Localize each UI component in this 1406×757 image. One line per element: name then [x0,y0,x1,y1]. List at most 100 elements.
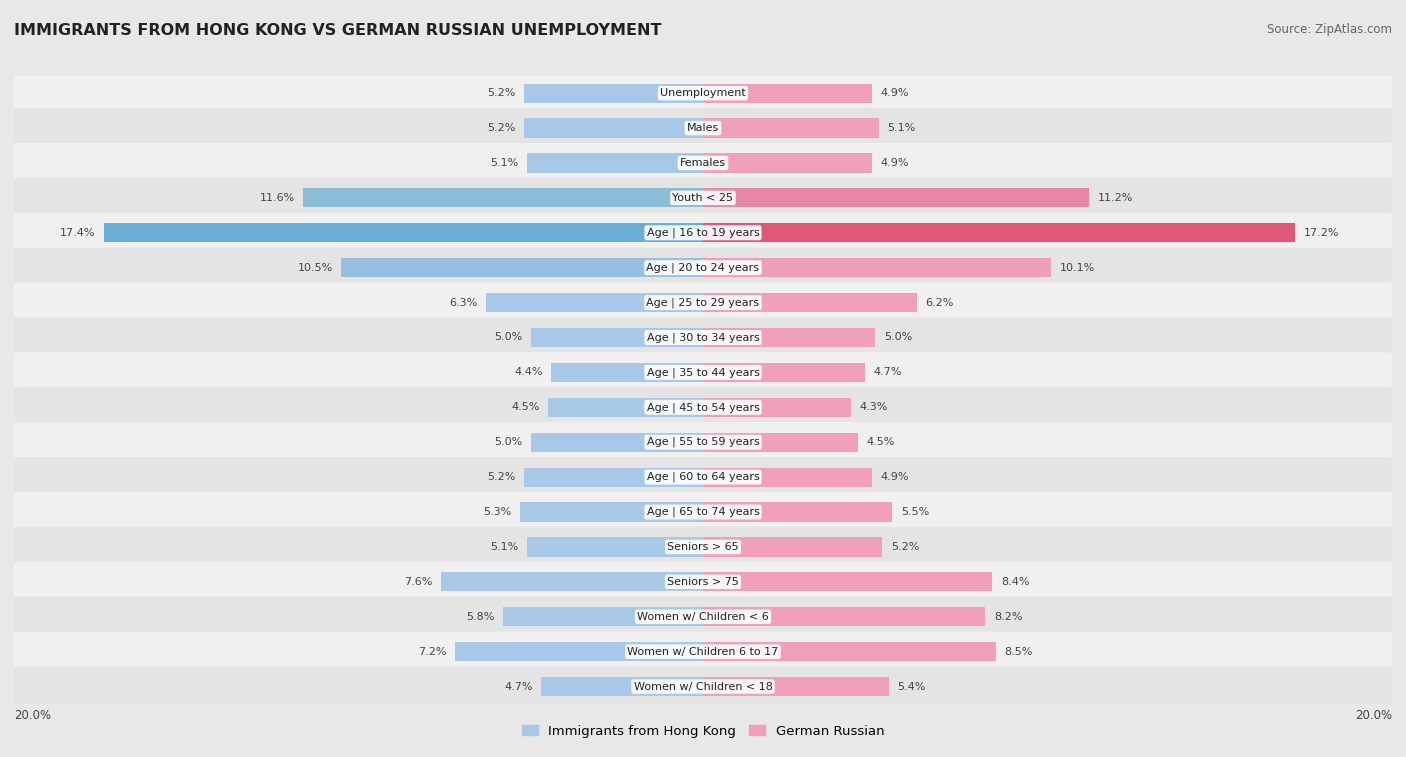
Text: Seniors > 65: Seniors > 65 [668,542,738,552]
Bar [524,118,703,138]
Text: IMMIGRANTS FROM HONG KONG VS GERMAN RUSSIAN UNEMPLOYMENT: IMMIGRANTS FROM HONG KONG VS GERMAN RUSS… [14,23,662,38]
Text: 8.5%: 8.5% [1004,646,1033,656]
Bar [520,503,703,522]
Bar [531,432,703,452]
Bar [703,642,995,662]
Text: 10.1%: 10.1% [1060,263,1095,273]
Bar [703,397,851,417]
Bar [527,537,703,556]
Text: 5.1%: 5.1% [887,123,915,133]
Text: Females: Females [681,158,725,168]
Text: Age | 30 to 34 years: Age | 30 to 34 years [647,332,759,343]
Bar [541,677,703,696]
Text: 10.5%: 10.5% [298,263,333,273]
Text: 4.7%: 4.7% [503,681,533,692]
Text: 4.4%: 4.4% [515,367,543,378]
Text: Women w/ Children 6 to 17: Women w/ Children 6 to 17 [627,646,779,656]
Text: Age | 65 to 74 years: Age | 65 to 74 years [647,506,759,517]
FancyBboxPatch shape [13,317,1393,357]
Bar [703,607,986,626]
Text: 7.2%: 7.2% [418,646,446,656]
Text: 5.5%: 5.5% [901,507,929,517]
Text: 5.4%: 5.4% [897,681,927,692]
Text: 6.2%: 6.2% [925,298,953,307]
FancyBboxPatch shape [13,492,1393,532]
FancyBboxPatch shape [13,597,1393,637]
Text: 5.3%: 5.3% [484,507,512,517]
FancyBboxPatch shape [13,422,1393,463]
Text: 5.0%: 5.0% [884,332,912,342]
Text: 17.4%: 17.4% [59,228,96,238]
Bar [703,572,993,591]
FancyBboxPatch shape [13,73,1393,114]
Bar [531,328,703,347]
FancyBboxPatch shape [13,388,1393,428]
Bar [703,223,1295,242]
Text: 4.3%: 4.3% [859,402,889,413]
Text: 11.2%: 11.2% [1098,193,1133,203]
Text: 8.4%: 8.4% [1001,577,1029,587]
Text: 4.9%: 4.9% [880,472,908,482]
Bar [503,607,703,626]
Text: Age | 16 to 19 years: Age | 16 to 19 years [647,228,759,238]
FancyBboxPatch shape [13,248,1393,288]
Bar [703,293,917,312]
FancyBboxPatch shape [13,143,1393,183]
Text: 5.1%: 5.1% [491,158,519,168]
Bar [703,188,1088,207]
Text: Seniors > 75: Seniors > 75 [666,577,740,587]
Text: 5.2%: 5.2% [486,88,515,98]
Text: Age | 60 to 64 years: Age | 60 to 64 years [647,472,759,482]
FancyBboxPatch shape [13,178,1393,218]
Text: Males: Males [688,123,718,133]
Text: 7.6%: 7.6% [404,577,433,587]
Bar [703,468,872,487]
Bar [524,468,703,487]
Text: 6.3%: 6.3% [449,298,478,307]
Text: Women w/ Children < 6: Women w/ Children < 6 [637,612,769,621]
Text: 11.6%: 11.6% [260,193,295,203]
Bar [703,677,889,696]
Text: 5.0%: 5.0% [494,332,522,342]
Text: Age | 55 to 59 years: Age | 55 to 59 years [647,437,759,447]
Text: Age | 20 to 24 years: Age | 20 to 24 years [647,263,759,273]
Bar [441,572,703,591]
Text: 5.2%: 5.2% [486,472,515,482]
FancyBboxPatch shape [13,562,1393,602]
Text: Unemployment: Unemployment [661,88,745,98]
FancyBboxPatch shape [13,352,1393,392]
Bar [456,642,703,662]
FancyBboxPatch shape [13,631,1393,671]
Text: 5.0%: 5.0% [494,438,522,447]
FancyBboxPatch shape [13,213,1393,253]
FancyBboxPatch shape [13,108,1393,148]
Bar [104,223,703,242]
FancyBboxPatch shape [13,282,1393,322]
FancyBboxPatch shape [13,527,1393,567]
Text: 8.2%: 8.2% [994,612,1022,621]
Text: 4.5%: 4.5% [866,438,896,447]
Text: 4.7%: 4.7% [873,367,903,378]
Text: Youth < 25: Youth < 25 [672,193,734,203]
Bar [703,363,865,382]
Bar [703,154,872,173]
Text: Age | 25 to 29 years: Age | 25 to 29 years [647,298,759,308]
Bar [703,432,858,452]
Text: 20.0%: 20.0% [14,709,51,722]
Bar [703,258,1050,277]
Text: 5.2%: 5.2% [486,123,515,133]
Text: 5.1%: 5.1% [491,542,519,552]
FancyBboxPatch shape [13,457,1393,497]
Bar [342,258,703,277]
Bar [703,537,882,556]
Bar [548,397,703,417]
Text: 20.0%: 20.0% [1355,709,1392,722]
Text: 5.2%: 5.2% [891,542,920,552]
Text: Age | 45 to 54 years: Age | 45 to 54 years [647,402,759,413]
Bar [304,188,703,207]
Bar [486,293,703,312]
Legend: Immigrants from Hong Kong, German Russian: Immigrants from Hong Kong, German Russia… [516,719,890,743]
Text: 4.9%: 4.9% [880,158,908,168]
Text: 5.8%: 5.8% [467,612,495,621]
Text: 4.9%: 4.9% [880,88,908,98]
